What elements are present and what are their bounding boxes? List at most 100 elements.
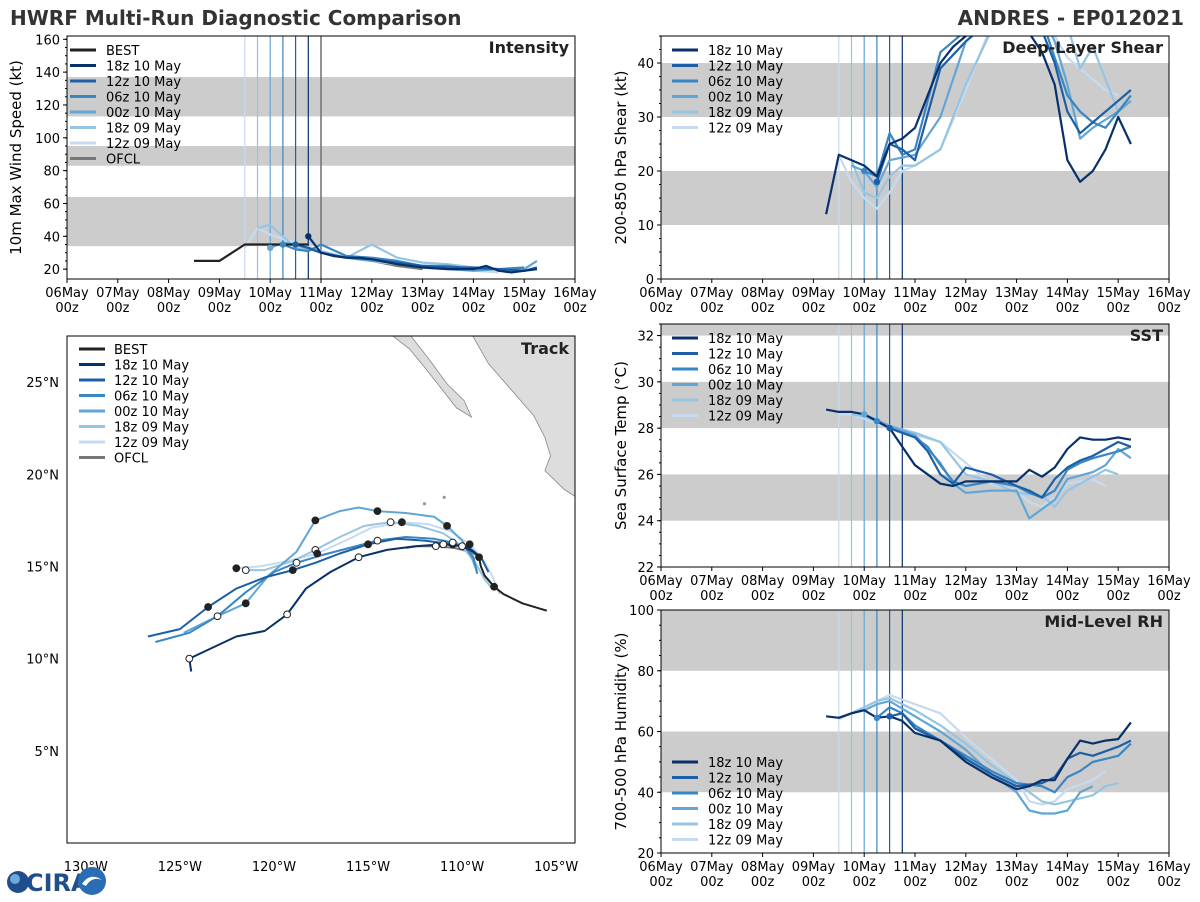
shear-xtick-day: 08May — [741, 286, 785, 301]
shear-xtick-hour: 00z — [1005, 301, 1029, 316]
sst-legend-label: 12z 09 May — [708, 410, 783, 425]
rh-xtick-hour: 00z — [649, 875, 673, 890]
shear-xtick-hour: 00z — [802, 301, 826, 316]
sst-xtick-hour: 00z — [700, 589, 724, 604]
track-legend-label: 06z 10 May — [114, 390, 189, 405]
track-island — [422, 502, 427, 506]
sst-xtick-hour: 00z — [751, 589, 775, 604]
rh-legend-label: 12z 09 May — [708, 834, 783, 849]
rh-series-line — [851, 699, 1094, 815]
intensity-series-line — [307, 235, 538, 274]
intensity-frame — [66, 35, 576, 280]
rh-ytick-label: 100 — [629, 604, 654, 619]
intensity-xtick-hour: 00z — [411, 301, 435, 316]
track-legend-label: OFCL — [114, 452, 149, 467]
intensity-series-line — [269, 241, 538, 272]
shear-xtick-hour: 00z — [954, 301, 978, 316]
intensity-xtick-day: 06May — [45, 286, 89, 301]
shear-shaded-band — [661, 63, 1169, 117]
intensity-ylabel: 10m Max Wind Speed (kt) — [7, 60, 25, 255]
track-series-line — [183, 506, 479, 634]
intensity-xtick-hour: 00z — [360, 301, 384, 316]
sst-series-line — [876, 420, 1132, 499]
rh-xtick-day: 13May — [995, 860, 1039, 875]
rh-ytick-label: 40 — [637, 786, 654, 801]
sst-xtick-day: 11May — [893, 574, 937, 589]
rh-series-line — [825, 709, 1132, 791]
track-position-marker — [185, 654, 194, 663]
rh-ytick-label: 60 — [637, 726, 654, 741]
track-ytick-label: 20°N — [26, 468, 59, 483]
figure-title: HWRF Multi-Run Diagnostic Comparison — [10, 6, 462, 30]
shear-ylabel: 200-850 hPa Shear (kt) — [612, 71, 630, 245]
storm-id: ANDRES - EP012021 — [957, 6, 1184, 30]
shear-series-line — [850, 36, 1132, 200]
intensity-xtick-hour: 00z — [259, 301, 283, 316]
intensity-shaded-band — [67, 77, 575, 117]
sst-legend-label: 00z 10 May — [708, 379, 783, 394]
rh-xtick-hour: 00z — [802, 875, 826, 890]
intensity-plot-area — [67, 36, 575, 279]
sst-ytick-label: 30 — [637, 376, 654, 391]
rh-xtick-day: 16May — [1147, 860, 1191, 875]
track-legend-label: 00z 10 May — [114, 405, 189, 420]
track-position-marker — [283, 610, 292, 619]
shear-legend-label: 12z 09 May — [708, 122, 783, 137]
shear-ytick-label: 40 — [637, 57, 654, 72]
rh-xtick-day: 10May — [842, 860, 886, 875]
track-series-line — [236, 521, 501, 595]
rh-xtick-day: 06May — [639, 860, 683, 875]
track-series-line — [155, 536, 479, 643]
shear-xtick-day: 10May — [842, 286, 886, 301]
track-position-marker — [213, 612, 222, 621]
shear-legend-label: 00z 10 May — [708, 91, 783, 106]
intensity-xtick-day: 12May — [350, 286, 394, 301]
sst-shaded-band — [661, 381, 1169, 429]
rh-xtick-day: 12May — [944, 860, 988, 875]
sst-series-line — [838, 413, 1107, 508]
track-position-marker — [313, 549, 322, 558]
sst-xtick-hour: 00z — [1157, 589, 1181, 604]
rh-xtick-hour: 00z — [1157, 875, 1181, 890]
track-position-marker — [448, 538, 457, 547]
track-legend-box — [71, 340, 201, 468]
track-xtick-label: 105°W — [534, 860, 578, 875]
shear-xtick-day: 12May — [944, 286, 988, 301]
intensity-ytick-label: 140 — [35, 66, 60, 81]
rh-xtick-day: 07May — [690, 860, 734, 875]
shear-series-line — [837, 36, 1119, 210]
sst-xtick-hour: 00z — [853, 589, 877, 604]
intensity-xtick-day: 16May — [553, 286, 597, 301]
sst-xtick-hour: 00z — [903, 589, 927, 604]
shear-ytick-label: 10 — [637, 219, 654, 234]
rh-series-line — [876, 706, 1132, 794]
track-position-marker — [241, 599, 250, 608]
shear-xtick-hour: 00z — [700, 301, 724, 316]
intensity-xtick-hour: 00z — [106, 301, 130, 316]
intensity-init-point — [267, 244, 274, 252]
track-ytick-label: 5°N — [35, 745, 60, 760]
shear-legend-label: 12z 10 May — [708, 60, 783, 75]
intensity-xtick-hour: 00z — [563, 301, 587, 316]
sst-ylabel: Sea Surface Temp (°C) — [612, 361, 630, 530]
intensity-ytick-label: 160 — [35, 33, 60, 48]
intensity-xtick-day: 09May — [198, 286, 242, 301]
sst-init-point — [886, 424, 893, 432]
intensity-legend-label: 00z 10 May — [106, 106, 181, 121]
intensity-xtick-day: 11May — [299, 286, 343, 301]
track-plot-area — [67, 336, 575, 843]
rh-xtick-day: 08May — [741, 860, 785, 875]
track-position-marker — [311, 516, 320, 525]
intensity-legend-label: 12z 09 May — [106, 137, 181, 152]
track-frame — [66, 335, 576, 844]
sst-shaded-band — [661, 324, 1169, 336]
intensity-xtick-hour: 00z — [157, 301, 181, 316]
track-position-marker — [292, 558, 301, 567]
track-panel-title: Track — [521, 339, 569, 358]
intensity-xtick-day: 07May — [96, 286, 140, 301]
shear-shaded-band — [661, 171, 1169, 225]
sst-ytick-label: 32 — [637, 330, 654, 345]
